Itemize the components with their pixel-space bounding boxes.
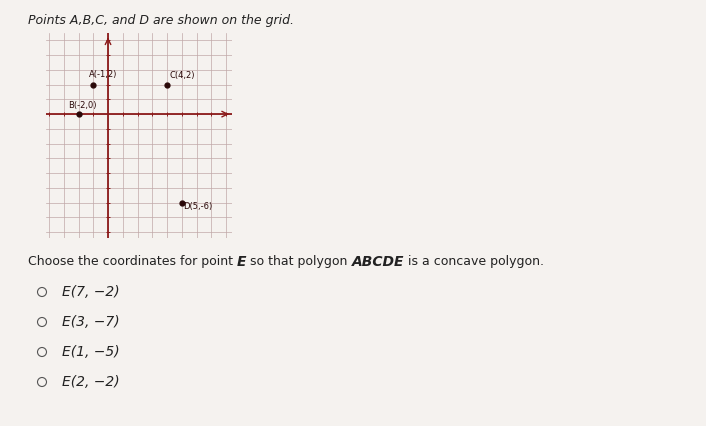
Text: E(7, −2): E(7, −2): [62, 285, 119, 299]
Text: A(-1,2): A(-1,2): [89, 70, 117, 80]
Text: B(-2,0): B(-2,0): [68, 101, 97, 110]
Text: ABCDE: ABCDE: [352, 255, 405, 269]
Text: E(3, −7): E(3, −7): [62, 315, 119, 329]
Text: Choose the coordinates for point: Choose the coordinates for point: [28, 255, 237, 268]
Text: D(5,-6): D(5,-6): [184, 202, 213, 211]
Text: E(1, −5): E(1, −5): [62, 345, 119, 359]
Text: so that polygon: so that polygon: [246, 255, 352, 268]
Text: C(4,2): C(4,2): [169, 71, 195, 80]
Text: E(2, −2): E(2, −2): [62, 375, 119, 389]
Text: E: E: [237, 255, 246, 269]
Text: Points A,B,C, and D are shown on the grid.: Points A,B,C, and D are shown on the gri…: [28, 14, 294, 27]
Text: is a concave polygon.: is a concave polygon.: [405, 255, 544, 268]
